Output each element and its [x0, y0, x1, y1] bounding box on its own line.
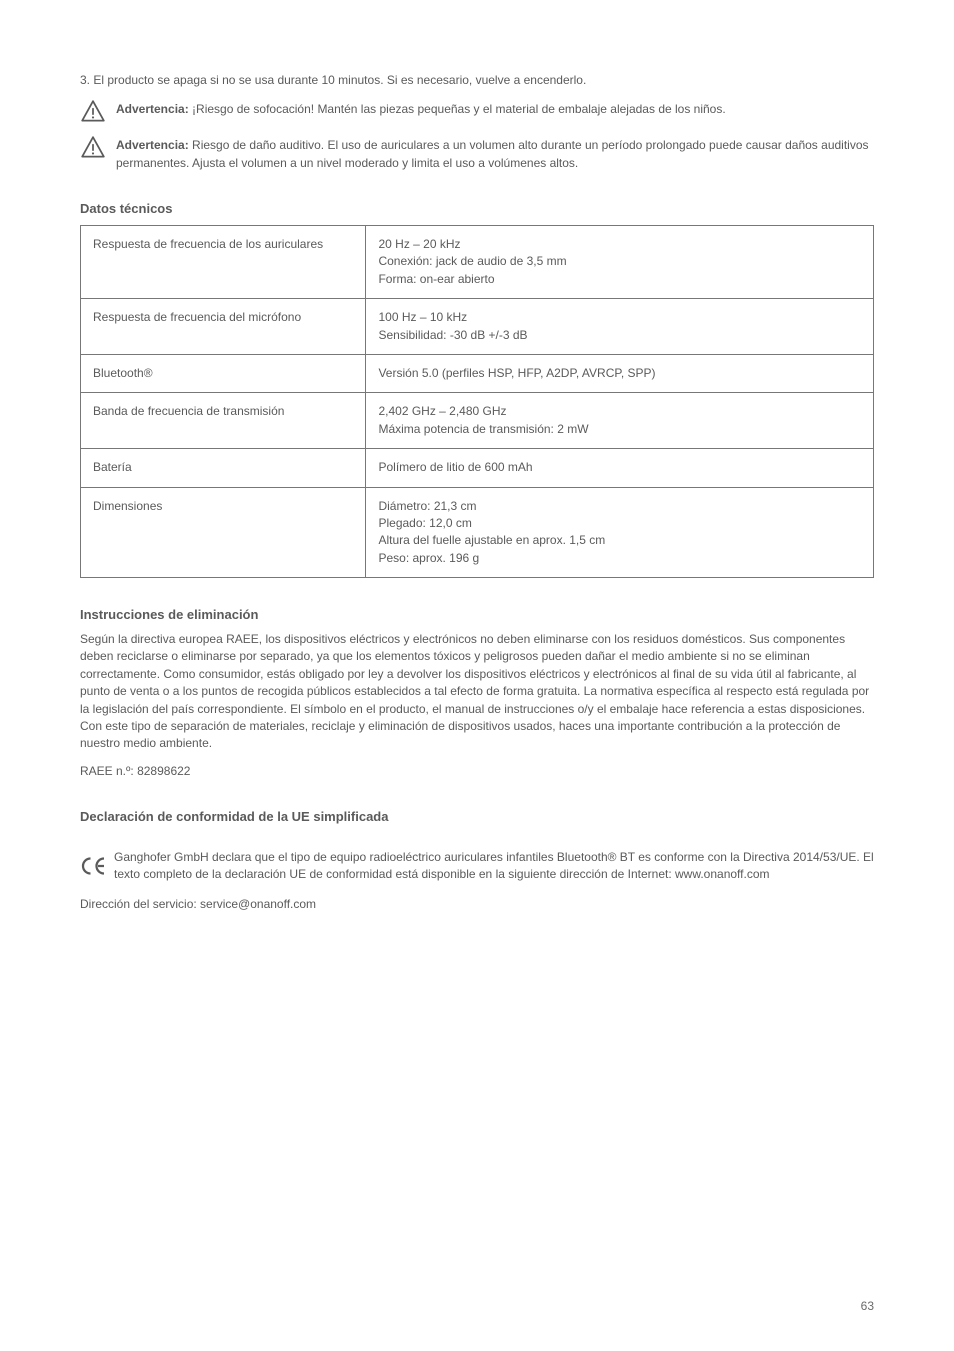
warning-body: ¡Riesgo de sofocación! Mantén las piezas… [189, 102, 726, 116]
warning-label: Advertencia: [116, 138, 189, 152]
spec-label: Banda de frecuencia de transmisión [81, 393, 366, 449]
disposal-paragraph-1: Según la directiva europea RAEE, los dis… [80, 631, 874, 753]
list-item-3: 3. El producto se apaga si no se usa dur… [80, 72, 874, 89]
section-title-disposal: Instrucciones de eliminación [80, 606, 874, 625]
warning-text: Advertencia: Riesgo de daño auditivo. El… [116, 135, 874, 172]
spec-value: 100 Hz – 10 kHzSensibilidad: -30 dB +/-3… [366, 299, 874, 355]
warning-text: Advertencia: ¡Riesgo de sofocación! Mant… [116, 99, 874, 118]
spec-label: Dimensiones [81, 487, 366, 578]
spec-value: 2,402 GHz – 2,480 GHzMáxima potencia de … [366, 393, 874, 449]
spec-value: Versión 5.0 (perfiles HSP, HFP, A2DP, AV… [366, 354, 874, 392]
warning-hearing: Advertencia: Riesgo de daño auditivo. El… [80, 135, 874, 172]
disposal-paragraph-2: RAEE n.º: 82898622 [80, 763, 874, 780]
spec-value: 20 Hz – 20 kHzConexión: jack de audio de… [366, 226, 874, 299]
spec-label: Batería [81, 449, 366, 487]
specs-table: Respuesta de frecuencia de los auricular… [80, 225, 874, 578]
warning-body: Riesgo de daño auditivo. El uso de auric… [116, 138, 869, 169]
table-row: Respuesta de frecuencia del micrófono 10… [81, 299, 874, 355]
table-row: Bluetooth® Versión 5.0 (perfiles HSP, HF… [81, 354, 874, 392]
section-title-ce: Declaración de conformidad de la UE simp… [80, 808, 874, 827]
warning-label: Advertencia: [116, 102, 189, 116]
spec-label: Bluetooth® [81, 354, 366, 392]
spec-value: Diámetro: 21,3 cmPlegado: 12,0 cmAltura … [366, 487, 874, 578]
table-row: Banda de frecuencia de transmisión 2,402… [81, 393, 874, 449]
section-title-specs: Datos técnicos [80, 200, 874, 219]
spec-value: Polímero de litio de 600 mAh [366, 449, 874, 487]
ce-mark-icon [80, 855, 114, 877]
ce-declaration-text: Ganghofer GmbH declara que el tipo de eq… [114, 849, 874, 884]
spec-label: Respuesta de frecuencia del micrófono [81, 299, 366, 355]
ce-service-address: Dirección del servicio: service@onanoff.… [80, 896, 874, 913]
warning-suffocation: Advertencia: ¡Riesgo de sofocación! Mant… [80, 99, 874, 123]
table-row: Dimensiones Diámetro: 21,3 cmPlegado: 12… [81, 487, 874, 578]
table-row: Batería Polímero de litio de 600 mAh [81, 449, 874, 487]
ce-line: Ganghofer GmbH declara que el tipo de eq… [80, 849, 874, 884]
warning-icon [80, 135, 106, 159]
warning-icon [80, 99, 106, 123]
table-row: Respuesta de frecuencia de los auricular… [81, 226, 874, 299]
page-number: 63 [861, 1298, 874, 1315]
spec-label: Respuesta de frecuencia de los auricular… [81, 226, 366, 299]
